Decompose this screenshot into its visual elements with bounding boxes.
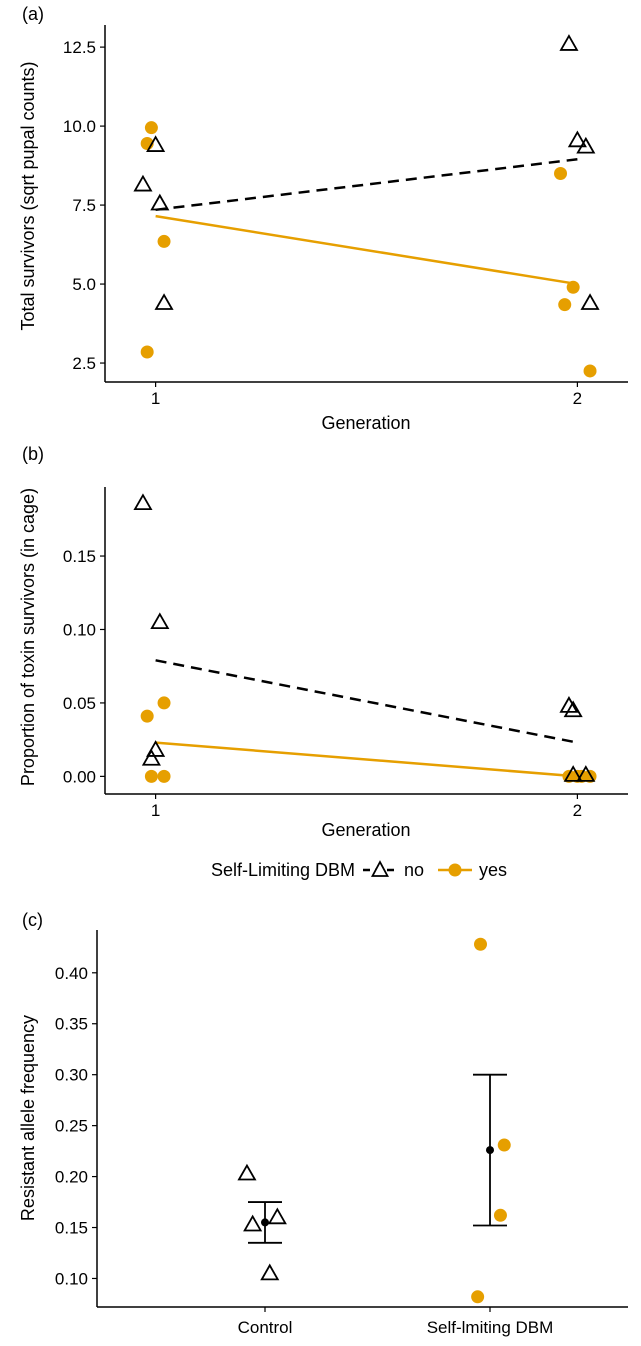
panel-c-y-tick-label: 0.35 xyxy=(55,1015,88,1034)
panel-a-point-no xyxy=(576,136,596,154)
panel-b-point-no xyxy=(576,765,596,782)
panel-c-point-yes xyxy=(474,937,487,951)
panel-b-y-tick-label: 0.05 xyxy=(63,694,96,713)
panel-c-x-tick-label: Control xyxy=(238,1318,293,1337)
chart-marks: 2.5 5.0 7.5 10.0 12.5 1 2 0.00 0.05 0.10 0.15 1 2 0.1… xyxy=(55,25,628,1337)
panel-c-x-tick-label: Self-lmiting DBM xyxy=(427,1318,554,1337)
panel-a-point-no xyxy=(580,293,600,310)
panel-a-y-tick-label: 10.0 xyxy=(63,117,96,136)
legend-yes-label: yes xyxy=(479,860,507,880)
panel-c-point-yes xyxy=(471,1290,485,1304)
panel-b-ylabel: Proportion of toxin survivors (in cage) xyxy=(18,488,38,786)
panel-c-ylabel: Resistant allele frequency xyxy=(18,1015,38,1221)
panel-b-y-tick-label: 0.10 xyxy=(63,620,96,639)
panel-a-point-no xyxy=(559,34,579,51)
panel-c-y-tick-label: 0.20 xyxy=(55,1168,88,1187)
panel-c-mean-point xyxy=(486,1146,494,1155)
panel-b-y-tick-label: 0.15 xyxy=(63,547,96,566)
panel-b-trend-yes xyxy=(155,741,578,778)
panel-c-y-tick-label: 0.15 xyxy=(55,1219,88,1238)
panel-a-point-yes xyxy=(157,234,171,248)
panel-b-xlabel: Generation xyxy=(321,820,410,840)
panel-c-label: (c) xyxy=(22,910,43,930)
panel-a-point-yes xyxy=(558,298,572,312)
panel-c-mean-point xyxy=(261,1218,269,1227)
panel-a-point-no xyxy=(133,174,153,192)
panel-a-y-tick-label: 2.5 xyxy=(72,354,96,373)
panel-b-point-no xyxy=(133,493,153,511)
panel-c-point-no xyxy=(260,1263,280,1281)
panel-b-point-no xyxy=(563,700,583,718)
panel-b-x-tick-label: 1 xyxy=(151,801,160,820)
panel-c-y-tick-label: 0.25 xyxy=(55,1117,88,1136)
panel-b-trend-no xyxy=(155,659,578,744)
panel-b-point-yes xyxy=(140,709,154,723)
panel-a-y-tick-label: 12.5 xyxy=(63,38,96,57)
panel-a-point-no xyxy=(150,193,170,211)
panel-a-point-yes xyxy=(140,345,154,359)
panel-a-point-yes xyxy=(583,364,597,378)
panel-c-point-yes xyxy=(497,1138,511,1152)
panel-b: (b) Proportion of toxin survivors (in ca… xyxy=(18,444,411,840)
panel-a-label: (a) xyxy=(22,4,44,24)
panel-b-point-yes xyxy=(144,769,158,783)
panel-a-x-tick-label: 1 xyxy=(151,389,160,408)
panel-a-point-no xyxy=(567,130,587,148)
panel-a-y-tick-label: 5.0 xyxy=(72,275,96,294)
panel-b-point-no xyxy=(141,748,161,766)
panel-b-point-no xyxy=(146,740,166,757)
panel-c-point-no xyxy=(237,1163,257,1181)
panel-c: (c) Resistant allele frequency xyxy=(18,910,43,1221)
panel-a-trend-yes xyxy=(155,214,578,286)
panel-c-point-no xyxy=(243,1214,263,1232)
panel-c-y-tick-label: 0.30 xyxy=(55,1066,88,1085)
panel-a-point-no xyxy=(146,135,166,152)
panel-b-point-no xyxy=(150,612,170,630)
panel-a-point-yes xyxy=(554,166,568,180)
panel-b-point-no xyxy=(559,696,579,713)
panel-a-point-yes xyxy=(566,280,580,294)
legend-no-label: no xyxy=(404,860,424,880)
legend-no-marker xyxy=(370,860,390,877)
panel-b-point-yes xyxy=(157,696,171,710)
panel-b-point-no xyxy=(563,765,583,782)
panel-a-x-tick-label: 2 xyxy=(573,389,582,408)
panel-a-trend-no xyxy=(155,158,578,212)
panel-c-point-yes xyxy=(493,1208,507,1222)
legend: Self-Limiting DBM no yes xyxy=(211,860,507,880)
panel-a-point-yes xyxy=(144,121,158,135)
panel-c-y-tick-label: 0.10 xyxy=(55,1269,88,1288)
panel-b-x-tick-label: 2 xyxy=(573,801,582,820)
panel-b-y-tick-label: 0.00 xyxy=(63,767,96,786)
panel-a-point-no xyxy=(154,293,174,310)
panel-a-xlabel: Generation xyxy=(321,413,410,433)
legend-title: Self-Limiting DBM xyxy=(211,860,355,880)
panel-a-ylabel: Total survivors (sqrt pupal counts) xyxy=(18,61,38,330)
panel-a: (a) Total survivors (sqrt pupal counts) … xyxy=(18,4,411,433)
panel-b-label: (b) xyxy=(22,444,44,464)
panel-c-point-no xyxy=(267,1207,287,1225)
legend-yes-marker xyxy=(448,863,462,877)
panel-a-y-tick-label: 7.5 xyxy=(72,196,96,215)
panel-b-point-yes xyxy=(157,769,171,783)
panel-c-y-tick-label: 0.40 xyxy=(55,964,88,983)
